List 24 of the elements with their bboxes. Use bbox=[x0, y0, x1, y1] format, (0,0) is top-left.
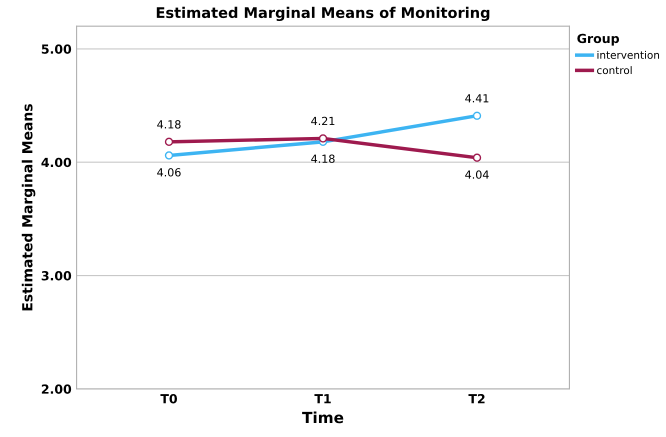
x-tick-label: T2 bbox=[468, 394, 485, 404]
legend-label: intervention bbox=[597, 50, 660, 59]
point bbox=[164, 138, 174, 146]
data-label: 4.04 bbox=[465, 170, 489, 179]
data-label: 4.41 bbox=[465, 94, 488, 102]
chart-title: Estimated Marginal Means of Monitoring bbox=[156, 6, 490, 22]
point bbox=[472, 154, 482, 162]
data-label: 4.18 bbox=[157, 120, 181, 129]
y-axis-title: Estimated Marginal Means bbox=[22, 104, 36, 310]
legend-label: control bbox=[597, 66, 632, 74]
data-label: 4.18 bbox=[311, 154, 335, 163]
data-label: 4.06 bbox=[157, 168, 181, 177]
point bbox=[164, 151, 174, 160]
data-label: 4.21 bbox=[311, 116, 334, 126]
y-tick-label: 3.00 bbox=[42, 271, 72, 281]
x-axis-title: Time bbox=[302, 411, 344, 424]
y-tick-label: 5.00 bbox=[42, 44, 72, 54]
x-tick-label: T1 bbox=[314, 394, 331, 404]
point bbox=[472, 112, 482, 120]
y-tick-label: 4.00 bbox=[41, 158, 72, 168]
x-tick-label: T0 bbox=[160, 394, 178, 404]
y-tick-label: 2.00 bbox=[42, 384, 72, 394]
point bbox=[318, 134, 328, 143]
legend-title: Group bbox=[577, 34, 620, 46]
